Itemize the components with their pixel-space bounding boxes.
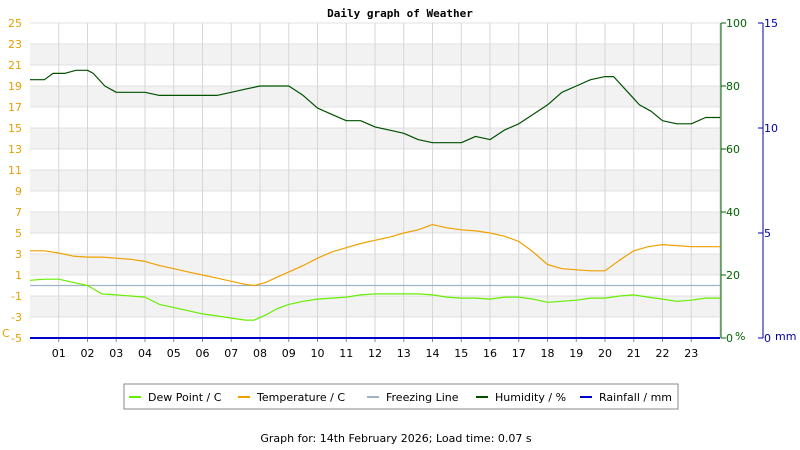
- temperature-tick-label: -5: [11, 332, 22, 345]
- temperature-tick-label: 1: [15, 269, 22, 282]
- series-line-temperature-c: [30, 224, 720, 287]
- series-lines: [29, 69, 720, 339]
- rainfall-tick-label: 15: [764, 17, 778, 30]
- hour-tick-label: 06: [196, 347, 210, 360]
- temperature-tick-label: 19: [8, 80, 22, 93]
- humidity-tick-label: 40: [726, 206, 740, 219]
- legend-entry: Temperature / C: [256, 391, 345, 404]
- hour-axis: 01 02 03 04 05 06 07 08 09 10 11 12 13 14 15 16 17 18 19 20…: [30, 337, 720, 360]
- hour-tick-label: 09: [282, 347, 296, 360]
- series-line-dew-point-c: [29, 278, 720, 321]
- legend: Dew Point / C Temperature / C Freezing Lin…: [123, 383, 679, 410]
- hour-tick-label: 10: [311, 347, 325, 360]
- rainfall-unit-label: mm: [775, 330, 796, 343]
- hour-tick-label: 14: [426, 347, 440, 360]
- hour-tick-label: 15: [454, 347, 468, 360]
- temperature-tick-label: 17: [8, 101, 22, 114]
- legend-entry: Freezing Line: [386, 391, 459, 404]
- series-line-humidity: [30, 69, 720, 144]
- hour-tick-label: 19: [569, 347, 583, 360]
- footer-text: Graph for: 14th February 2026; Load time…: [260, 432, 532, 445]
- hour-tick-label: 17: [512, 347, 526, 360]
- temperature-tick-label: 5: [15, 227, 22, 240]
- humidity-unit-label: %: [735, 330, 745, 343]
- legend-entry: Dew Point / C: [148, 391, 222, 404]
- hour-tick-label: 02: [81, 347, 95, 360]
- hour-tick-label: 04: [138, 347, 152, 360]
- humidity-axis: 0 20 40 60 80 100: [720, 17, 747, 345]
- humidity-tick-label: 80: [726, 80, 740, 93]
- rainfall-tick-label: 10: [764, 122, 778, 135]
- legend-entry: Humidity / %: [495, 391, 566, 404]
- humidity-tick-label: 0: [726, 332, 733, 345]
- hour-tick-label: 21: [627, 347, 641, 360]
- temperature-tick-label: 13: [8, 143, 22, 156]
- rainfall-tick-label: 0: [764, 332, 771, 345]
- rainfall-axis: 0 5 10 15: [758, 17, 778, 345]
- hour-tick-label: 08: [253, 347, 267, 360]
- hour-tick-label: 01: [52, 347, 66, 360]
- temperature-tick-label: 25: [8, 17, 22, 30]
- hour-tick-label: 23: [684, 347, 698, 360]
- temperature-tick-label: 15: [8, 122, 22, 135]
- hour-tick-label: 13: [397, 347, 411, 360]
- temperature-tick-label: 9: [15, 185, 22, 198]
- rainfall-tick-label: 5: [764, 227, 771, 240]
- temperature-tick-label: 11: [8, 164, 22, 177]
- hour-tick-label: 22: [656, 347, 670, 360]
- hour-tick-label: 12: [368, 347, 382, 360]
- hour-tick-label: 07: [224, 347, 238, 360]
- humidity-tick-label: 100: [726, 17, 747, 30]
- temperature-tick-label: 21: [8, 59, 22, 72]
- hour-tick-label: 11: [339, 347, 353, 360]
- temperature-tick-label: -1: [11, 290, 22, 303]
- temperature-tick-label: 3: [15, 248, 22, 261]
- hour-tick-label: 18: [541, 347, 555, 360]
- chart-title: Daily graph of Weather: [327, 7, 473, 20]
- hour-tick-label: 03: [109, 347, 123, 360]
- legend-entry: Rainfall / mm: [599, 391, 672, 404]
- temperature-unit-label: C: [2, 327, 10, 340]
- temperature-tick-label: -3: [11, 311, 22, 324]
- hour-tick-label: 05: [167, 347, 181, 360]
- hour-tick-label: 20: [598, 347, 612, 360]
- temperature-tick-label: 7: [15, 206, 22, 219]
- humidity-tick-label: 20: [726, 269, 740, 282]
- humidity-tick-label: 60: [726, 143, 740, 156]
- hour-tick-label: 16: [483, 347, 497, 360]
- temperature-tick-label: 23: [8, 38, 22, 51]
